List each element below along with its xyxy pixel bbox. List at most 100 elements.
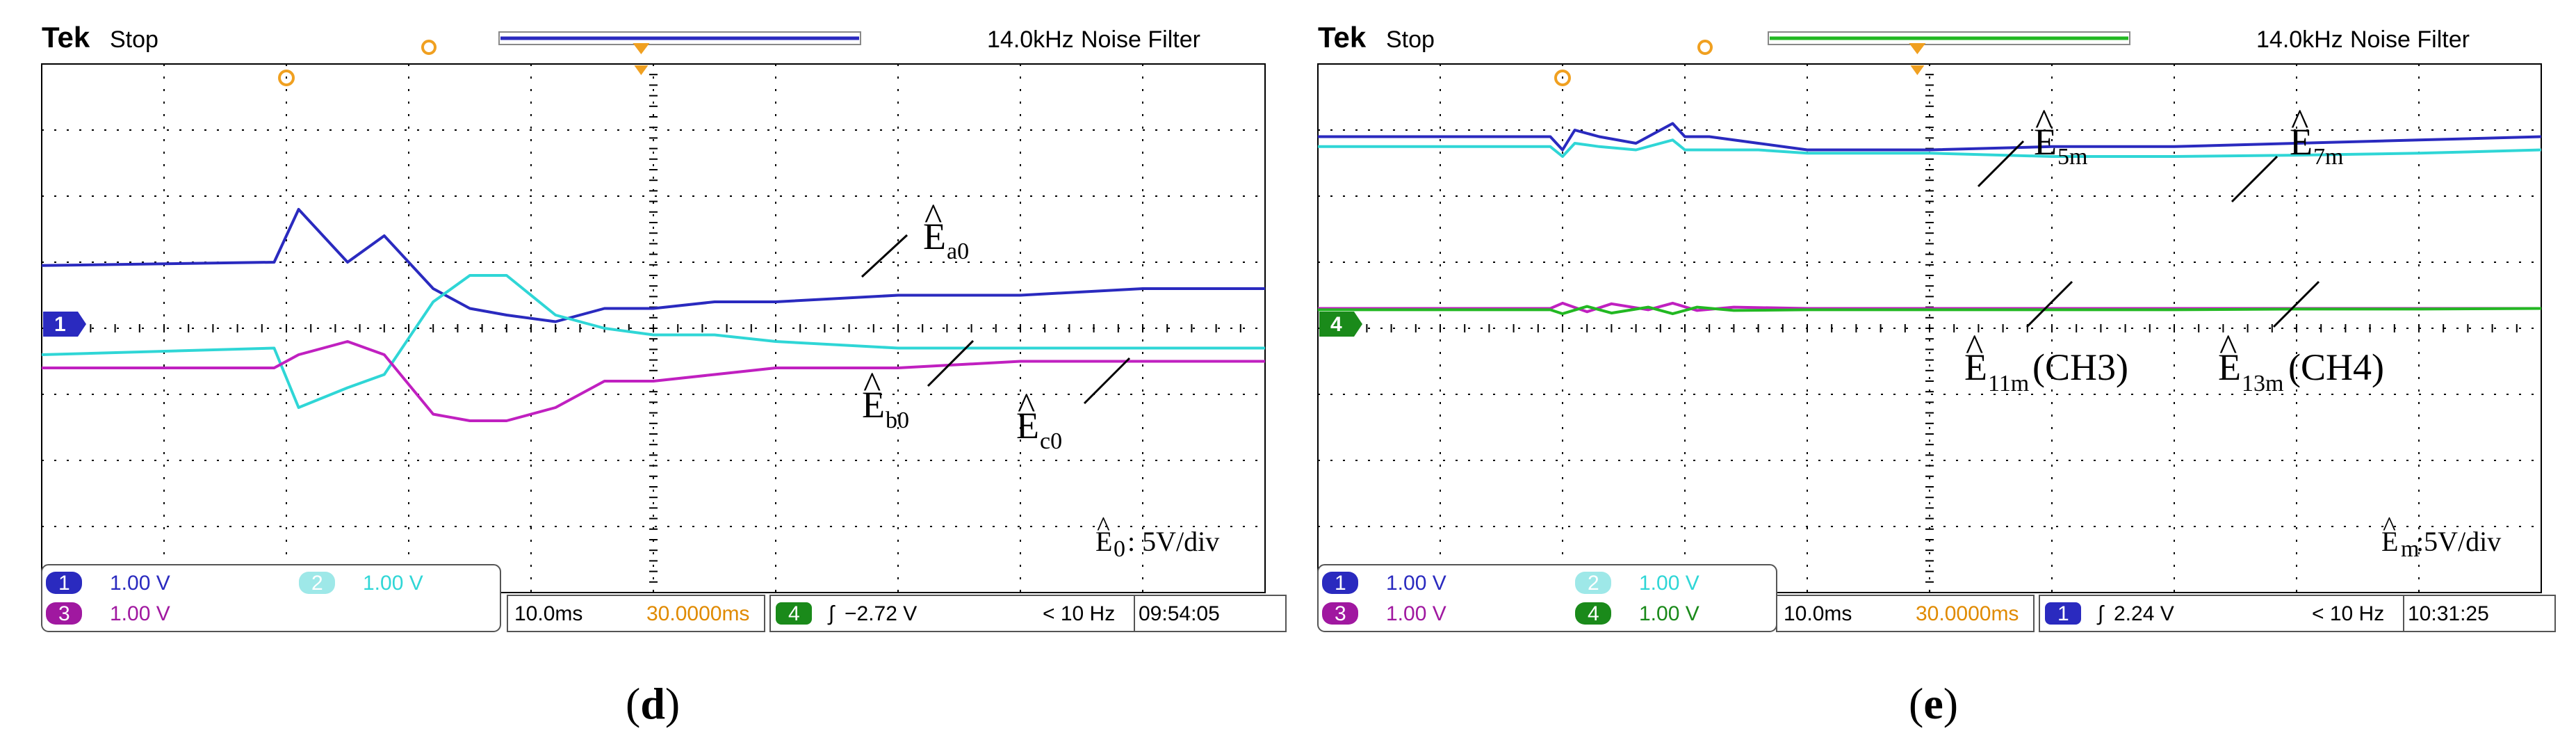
timebase-box[interactable] xyxy=(1776,595,2035,632)
clock-time: 09:54:05 xyxy=(1139,602,1220,625)
record-overview-bar xyxy=(1768,31,2130,45)
oscilloscope-panel-d: Tek Stop 14.0kHz Noise Filter 1 E ^ a0 E… xyxy=(41,21,1287,632)
svg-text:^: ^ xyxy=(1966,327,1983,369)
svg-text::5V/div: :5V/div xyxy=(2416,526,2501,557)
svg-text:a0: a0 xyxy=(947,239,969,264)
delay-value: 30.0000ms xyxy=(1916,602,2019,625)
trigger-position-marker xyxy=(1909,43,1926,54)
trace-ch2 xyxy=(1318,138,2542,158)
annotation-ec0: E ^ c0 xyxy=(1016,357,1131,454)
expansion-point-overview-marker xyxy=(421,40,437,55)
panel-caption-d: (d) xyxy=(626,679,680,728)
svg-text:: 5V/div: : 5V/div xyxy=(1127,526,1219,557)
annotation-eb0: E ^ b0 xyxy=(862,339,975,433)
channel-2-setting[interactable]: 2 1.00 V xyxy=(299,572,423,595)
svg-text:^: ^ xyxy=(2035,102,2053,143)
noise-filter-label: Noise Filter xyxy=(2350,26,2470,53)
trigger-source xyxy=(2045,602,2081,625)
trigger-level: 2.24 V xyxy=(2114,602,2174,625)
trigger-point-marker xyxy=(634,65,649,75)
svg-text:E: E xyxy=(2034,121,2057,163)
trigger-markers xyxy=(278,40,650,86)
sample-rate-label: 14.0kHz xyxy=(987,26,1074,53)
annotation-e5m: E ^ 5m xyxy=(1977,102,2087,188)
svg-text:b0: b0 xyxy=(886,408,909,433)
clock-time: 10:31:25 xyxy=(2408,602,2489,625)
trigger-rate: < 10 Hz xyxy=(2312,602,2384,625)
svg-text:E: E xyxy=(1095,526,1112,557)
svg-text:(CH4): (CH4) xyxy=(2288,346,2384,388)
delay-value: 30.0000ms xyxy=(646,602,749,625)
channel-4-setting[interactable]: 4 1.00 V xyxy=(1575,602,1699,625)
vertical-scale-label: E ^ 0 : 5V/div xyxy=(1095,510,1219,562)
svg-text:E: E xyxy=(2290,121,2313,163)
svg-text:^: ^ xyxy=(863,364,881,406)
svg-text:13m: 13m xyxy=(2242,371,2283,396)
svg-text:1.00 V: 1.00 V xyxy=(1386,602,1446,625)
acquisition-status: Stop xyxy=(1386,26,1435,53)
svg-text:4: 4 xyxy=(1588,602,1599,625)
svg-text:^: ^ xyxy=(2383,510,2396,542)
svg-text:m: m xyxy=(2401,536,2419,562)
svg-text:1: 1 xyxy=(2057,602,2069,625)
expansion-point-marker xyxy=(1554,70,1571,86)
svg-text:1.00 V: 1.00 V xyxy=(110,602,170,625)
svg-text:^: ^ xyxy=(1018,385,1035,427)
channel-2-setting[interactable]: 2 1.00 V xyxy=(1575,572,1699,595)
record-overview-bar xyxy=(498,31,861,45)
oscilloscope-panel-e: Tek Stop 14.0kHz Noise Filter 4 E ^ 5m E… xyxy=(1317,21,2556,632)
svg-text:1.00 V: 1.00 V xyxy=(363,572,423,595)
annotation-e11m: E ^ 11m (CH3) xyxy=(1964,280,2128,396)
svg-text:1.00 V: 1.00 V xyxy=(1386,572,1446,595)
trigger-position-marker xyxy=(633,43,650,54)
channel-1-ground-marker: 1 xyxy=(43,312,86,337)
svg-text:3: 3 xyxy=(58,602,70,625)
brand-label: Tek xyxy=(1318,21,1367,54)
svg-text:5m: 5m xyxy=(2057,144,2087,170)
panel-caption-e: (e) xyxy=(1909,679,1959,728)
timebase-value: 10.0ms xyxy=(1784,602,1852,625)
svg-text:2: 2 xyxy=(1588,572,1599,595)
channel-4-ground-marker: 4 xyxy=(1319,312,1362,337)
svg-text:E: E xyxy=(2381,526,2398,557)
trigger-slope-icon: ∫ xyxy=(827,602,835,625)
clock-box xyxy=(2403,595,2556,632)
svg-text:c0: c0 xyxy=(1040,428,1062,454)
svg-text:4: 4 xyxy=(788,602,800,625)
svg-text:^: ^ xyxy=(2291,102,2308,143)
svg-text:^: ^ xyxy=(924,196,942,238)
expansion-point-overview-marker xyxy=(1697,40,1713,55)
clock-box xyxy=(1134,595,1287,632)
sample-rate-label: 14.0kHz xyxy=(2256,26,2343,53)
trace-ch1 xyxy=(41,208,1265,323)
svg-text:^: ^ xyxy=(1097,510,1110,542)
channel-3-setting[interactable]: 3 1.00 V xyxy=(46,602,170,625)
svg-text:3: 3 xyxy=(1335,602,1346,625)
trace-ch2 xyxy=(41,274,1265,409)
waveform-traces xyxy=(1318,122,2542,316)
annotation-e13m: E ^ 13m (CH4) xyxy=(2218,280,2384,396)
trigger-box[interactable] xyxy=(769,595,1175,632)
annotation-ea0: E ^ a0 xyxy=(861,196,969,278)
trigger-slope-icon: ∫ xyxy=(2096,602,2105,625)
svg-text:2: 2 xyxy=(311,572,323,595)
annotation-e7m: E ^ 7m xyxy=(2231,102,2343,203)
timebase-box[interactable] xyxy=(507,595,765,632)
svg-text:0: 0 xyxy=(1114,536,1125,562)
vertical-scale-label: E ^ m :5V/div xyxy=(2381,510,2501,562)
expansion-point-marker xyxy=(278,70,295,86)
trace-ch1 xyxy=(1318,122,2542,152)
svg-text:1.00 V: 1.00 V xyxy=(1639,572,1699,595)
svg-text:1.00 V: 1.00 V xyxy=(1639,602,1699,625)
svg-text:E: E xyxy=(1964,346,1987,388)
svg-text:1: 1 xyxy=(54,313,66,336)
channel-1-setting[interactable]: 1 1.00 V xyxy=(46,572,170,595)
svg-text:E: E xyxy=(862,384,885,426)
svg-text:11m: 11m xyxy=(1988,371,2029,396)
trigger-rate: < 10 Hz xyxy=(1043,602,1115,625)
noise-filter-label: Noise Filter xyxy=(1081,26,1200,53)
channel-1-setting[interactable]: 1 1.00 V xyxy=(1322,572,1446,595)
channel-3-setting[interactable]: 3 1.00 V xyxy=(1322,602,1446,625)
channel-settings-box[interactable] xyxy=(41,564,501,632)
svg-text:1: 1 xyxy=(58,572,70,595)
